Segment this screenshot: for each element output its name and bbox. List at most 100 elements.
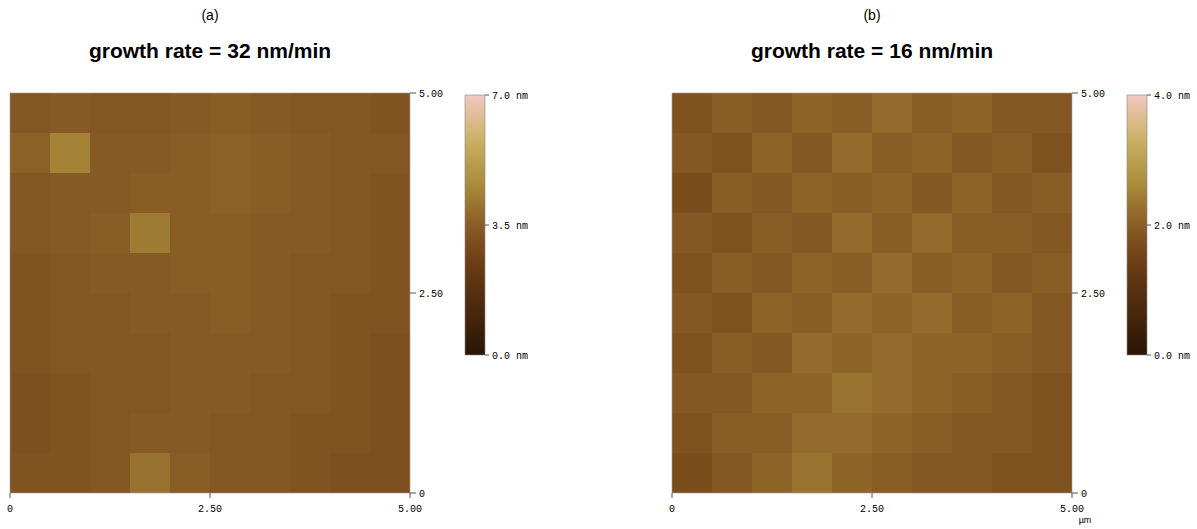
height-cell [130,213,171,254]
color-bar-tick [485,225,489,226]
height-cell [752,373,793,414]
height-cell [370,413,410,454]
x-axis-label: µm [1079,515,1092,525]
color-bar-tick [485,355,489,356]
height-cell [330,133,371,174]
plot-frame [10,93,410,493]
height-cell [1032,373,1072,414]
height-cell [210,413,251,454]
height-cell [672,253,713,294]
height-cell [330,413,371,454]
height-cell [712,253,753,294]
height-cell [992,253,1033,294]
height-cell [170,413,211,454]
color-bar-tick [1147,355,1151,356]
height-cell [752,453,793,493]
height-cell [912,173,953,214]
height-cell [872,293,913,334]
color-bar-tick [485,95,489,96]
plot-frame [672,93,1072,493]
height-cell [330,293,371,334]
height-cell [992,333,1033,374]
y-tick-label: 2.50 [1081,289,1105,300]
x-tick [210,493,211,498]
height-cell [210,293,251,334]
height-cell [872,93,913,134]
height-cell [1032,173,1072,214]
height-cell [210,133,251,174]
height-cell [752,333,793,374]
height-cell [370,253,410,294]
height-cell [1032,293,1072,334]
height-cell [290,293,331,334]
height-cell [250,93,291,134]
height-cell [832,293,873,334]
height-cell [1032,453,1072,493]
height-cell [1032,93,1072,134]
height-cell [250,373,291,414]
height-cell [712,333,753,374]
height-cell [90,293,131,334]
panel-title: growth rate = 32 nm/min [89,39,331,62]
x-tick [872,493,873,498]
height-cell [290,93,331,134]
height-cell [170,93,211,134]
height-cell [170,333,211,374]
color-bar [465,95,485,355]
height-cell [370,93,410,134]
height-cell [832,373,873,414]
height-cell [250,253,291,294]
height-cell [210,213,251,254]
height-cell [130,293,171,334]
x-tick-label: 0 [669,504,675,515]
height-cell [992,213,1033,254]
height-cell [130,173,171,214]
panel-label: (a) [201,7,218,23]
height-cell [170,253,211,294]
height-cell [792,173,833,214]
height-cell [712,413,753,454]
height-cell [130,413,171,454]
height-cell [872,333,913,374]
y-tick [410,93,416,94]
height-cell [10,253,51,294]
height-cell [1032,133,1072,174]
height-cell [792,413,833,454]
height-cell [330,93,371,134]
height-cell [672,453,713,493]
height-cell [250,413,291,454]
height-cell [10,373,51,414]
height-cell [672,413,713,454]
height-cell [90,133,131,174]
height-cell [210,453,251,493]
panel: (a)growth rate = 32 nm/min02.505.0002.50… [7,7,528,515]
height-cell [210,173,251,214]
height-cell [712,173,753,214]
height-cell [872,373,913,414]
height-cell [290,413,331,454]
height-cell [792,293,833,334]
height-cell [170,173,211,214]
height-cell [872,253,913,294]
height-cell [10,93,51,134]
height-cell [912,373,953,414]
height-cell [170,453,211,493]
height-cell [672,133,713,174]
height-cell [912,133,953,174]
height-cell [90,333,131,374]
height-cell [952,373,993,414]
y-tick-label: 2.50 [419,289,443,300]
height-cell [672,333,713,374]
height-cell [250,173,291,214]
height-cell [250,133,291,174]
height-cell [10,213,51,254]
height-cell [50,93,91,134]
height-cell [952,213,993,254]
height-cell [672,93,713,134]
height-cell [952,93,993,134]
height-cell [290,373,331,414]
height-cell [952,173,993,214]
color-bar-label: 3.5 nm [492,221,528,232]
height-cell [290,213,331,254]
height-cell [952,293,993,334]
